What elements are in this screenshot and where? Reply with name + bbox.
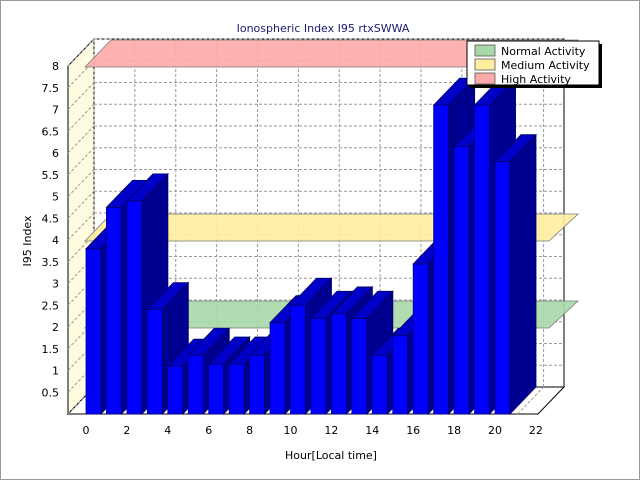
y-tick-label: 4.5 [42, 212, 60, 225]
grid-line-side [67, 212, 95, 241]
bar-top [125, 173, 169, 202]
bar [126, 200, 143, 415]
bar-top [289, 277, 333, 306]
legend-label: Medium Activity [501, 59, 590, 72]
grid-line-side [67, 82, 95, 110]
grid-line-side [67, 169, 95, 197]
y-tick-label: 6.5 [42, 125, 60, 138]
bar [412, 263, 429, 415]
activity-band [84, 39, 580, 68]
bar [494, 161, 511, 415]
x-tick-label: 0 [83, 424, 90, 437]
bar [187, 354, 204, 415]
y-tick-label: 3 [52, 278, 59, 291]
bar-side [509, 133, 537, 415]
y-tick-label: 5.5 [42, 169, 60, 182]
bar [290, 304, 306, 415]
x-tick-label: 4 [164, 424, 171, 437]
bar-top [494, 134, 537, 163]
bar-top [350, 290, 394, 319]
x-tick-label: 12 [324, 424, 338, 437]
x-tick-label: 10 [284, 424, 298, 437]
bar [146, 309, 163, 415]
bar [310, 317, 327, 415]
bar [208, 363, 225, 415]
bar-top [330, 286, 374, 315]
chart-title: Ionospheric Index I95 rtxSWWA [237, 22, 410, 35]
y-axis-ticks: 0.5 1 1.5 2 2.5 3 3.5 4 4.5 5 5.5 6 6.5 7 7.5 8 [42, 60, 60, 399]
grid-line-side [67, 125, 95, 154]
bar [228, 363, 245, 415]
x-tick-label: 14 [365, 424, 379, 437]
grid-line-floor [517, 386, 544, 415]
bar [330, 313, 347, 415]
bar [433, 104, 450, 415]
y-tick-label: 1.5 [42, 343, 60, 356]
y-tick-label: 0.5 [42, 386, 60, 399]
grid-line-side [67, 147, 95, 176]
x-axis-title: Hour[Local time] [285, 449, 377, 462]
bar-top [310, 290, 353, 319]
bar-top [146, 282, 190, 311]
x-tick-label: 8 [246, 424, 253, 437]
grid-line-side [67, 190, 95, 219]
legend-swatch [474, 44, 496, 57]
bar [474, 104, 490, 415]
bar [249, 354, 266, 415]
y-tick-label: 8 [52, 60, 59, 73]
y-tick-label: 6 [52, 147, 59, 160]
y-tick-label: 1 [52, 365, 59, 378]
grid-line-side [67, 38, 95, 67]
bar [85, 248, 102, 415]
x-tick-label: 6 [205, 424, 212, 437]
bars [85, 77, 537, 415]
y-tick-label: 7.5 [42, 82, 60, 95]
bar [106, 206, 122, 415]
bar [453, 146, 470, 415]
bar [392, 335, 409, 415]
x-tick-label: 16 [406, 424, 420, 437]
grid-line-side [67, 103, 95, 132]
legend-label: Normal Activity [501, 45, 586, 58]
bar [269, 322, 286, 415]
y-tick-label: 4 [52, 234, 59, 247]
y-tick-label: 7 [52, 104, 59, 117]
bar-top [187, 327, 231, 356]
x-tick-label: 22 [529, 424, 543, 437]
y-axis-title: I95 Index [21, 215, 34, 267]
x-tick-label: 20 [488, 424, 502, 437]
bar-top [207, 336, 251, 365]
legend-label: High Activity [501, 73, 571, 86]
legend-swatch [474, 58, 496, 71]
bar [371, 354, 388, 415]
bar [351, 317, 368, 415]
x-tick-label: 18 [447, 424, 461, 437]
x-axis-ticks: 0 2 4 6 8 10 12 14 16 18 20 22 [83, 424, 543, 437]
bar [167, 365, 184, 415]
y-tick-label: 5 [52, 191, 59, 204]
x-tick-label: 2 [123, 424, 130, 437]
y-tick-label: 2 [52, 321, 59, 334]
y-tick-label: 2.5 [42, 299, 60, 312]
y-tick-label: 3.5 [42, 256, 60, 269]
legend-swatch [474, 72, 496, 85]
